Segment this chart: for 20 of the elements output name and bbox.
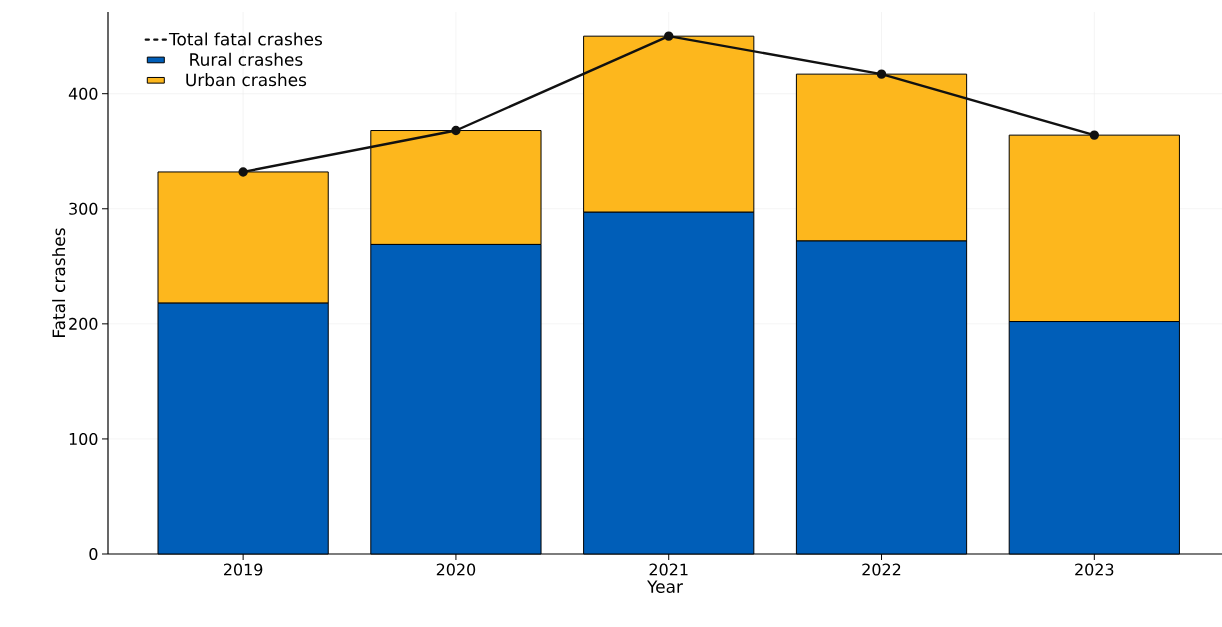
x-tick-label: 2020	[436, 563, 476, 576]
x-axis-title: Year	[647, 580, 683, 593]
y-tick-label: 100	[69, 432, 98, 445]
x-tick-label: 2022	[862, 563, 901, 576]
x-tick-label: 2019	[224, 563, 263, 576]
point	[238, 167, 248, 177]
point	[664, 31, 674, 41]
y-tick-label: 200	[69, 317, 98, 330]
point	[451, 125, 461, 136]
point	[876, 69, 887, 79]
x-tick-label: 2023	[1075, 563, 1114, 576]
legend-label: Rural crashes	[190, 52, 303, 66]
y-axis-title: Fatal crashes	[52, 228, 66, 337]
point	[1089, 130, 1099, 140]
y-tick-label: 300	[69, 202, 98, 215]
x-tick-label: 2021	[649, 563, 688, 576]
legend-label: Total fatal crashes	[168, 32, 323, 46]
legend-label: Urban crashes	[186, 73, 307, 87]
y-tick-label: 400	[68, 87, 98, 100]
y-tick-label: 0	[89, 547, 98, 561]
